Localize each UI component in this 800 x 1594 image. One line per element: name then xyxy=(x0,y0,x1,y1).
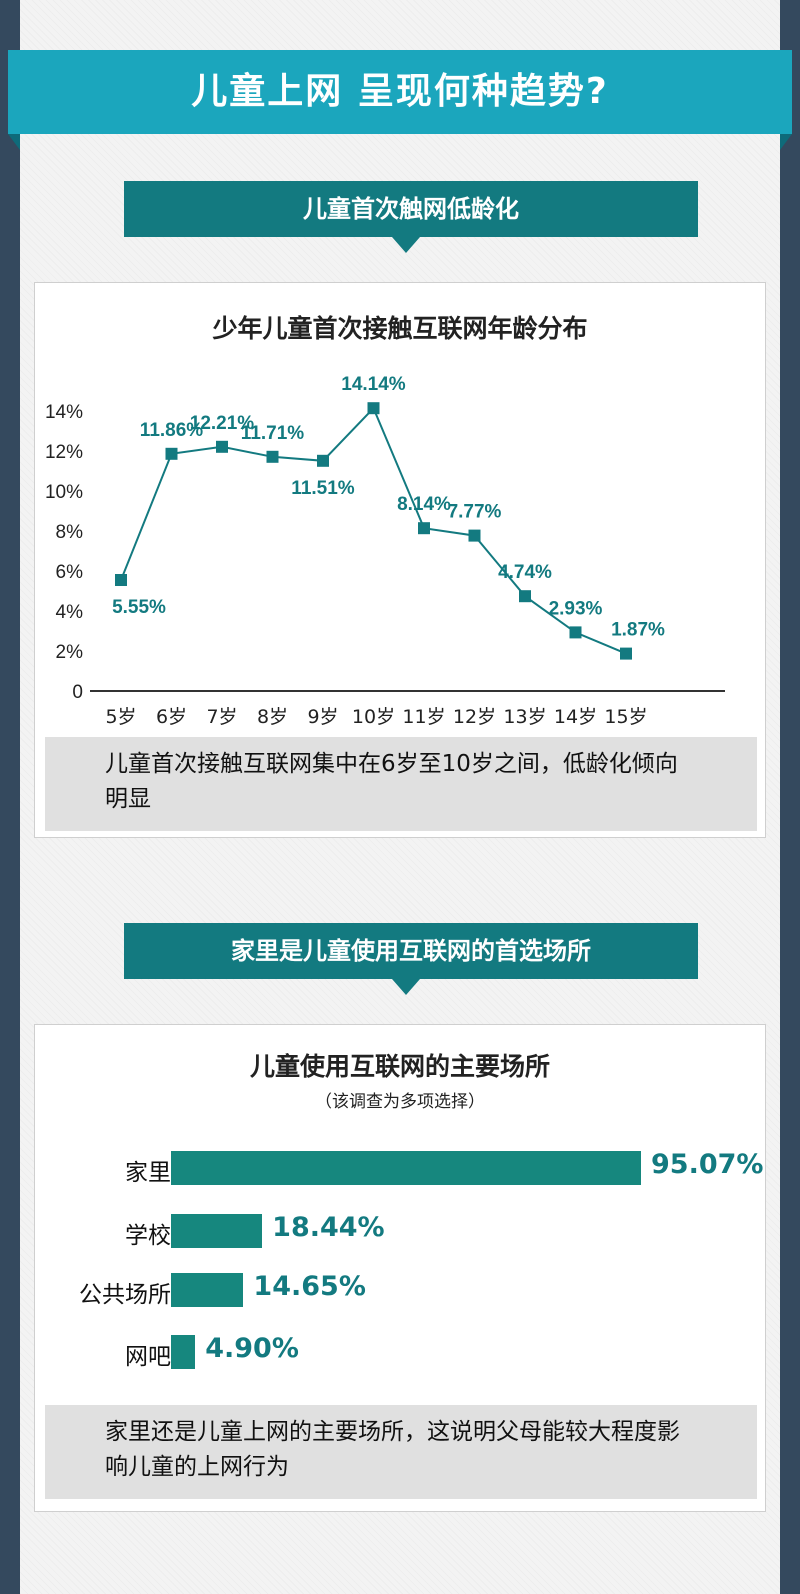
bar xyxy=(171,1214,263,1248)
bar-chart-title: 儿童使用互联网的主要场所 xyxy=(249,1052,550,1081)
y-tick-label: 6% xyxy=(56,562,84,583)
bar-value-label: 14.65% xyxy=(253,1271,366,1302)
bar-category-label: 网吧 xyxy=(125,1344,171,1370)
bar-category-label: 公共场所 xyxy=(79,1282,171,1308)
x-tick-label: 15岁 xyxy=(604,706,647,728)
banner-fold-right xyxy=(780,134,792,150)
data-label: 11.71% xyxy=(241,423,304,444)
data-label: 11.86% xyxy=(140,420,203,441)
data-label: 11.51% xyxy=(291,478,354,499)
bar-value-label: 4.90% xyxy=(205,1333,299,1364)
x-tick-label: 8岁 xyxy=(257,706,288,728)
data-point xyxy=(569,626,582,639)
x-tick-label: 9岁 xyxy=(307,706,338,728)
bar-value-label: 18.44% xyxy=(272,1212,385,1243)
data-label: 4.74% xyxy=(498,562,552,583)
x-tick-label: 10岁 xyxy=(352,706,395,728)
section1-heading: 儿童首次触网低龄化 xyxy=(124,181,698,253)
data-label: 7.77% xyxy=(448,502,502,523)
data-point xyxy=(620,647,632,660)
bar-chart-subtitle: （该调查为多项选择） xyxy=(315,1092,485,1112)
data-label: 1.87% xyxy=(611,620,665,641)
bar xyxy=(171,1151,641,1185)
section1-heading-text: 儿童首次触网低龄化 xyxy=(303,195,519,223)
y-tick-label: 0 xyxy=(72,682,83,703)
line-chart-title: 少年儿童首次接触互联网年龄分布 xyxy=(212,314,588,343)
x-tick-label: 11岁 xyxy=(402,706,445,728)
x-tick-label: 5岁 xyxy=(105,706,136,728)
page-title: 儿童上网 呈现何种趋势? xyxy=(191,71,609,112)
data-label: 14.14% xyxy=(341,374,406,395)
banner-bar xyxy=(8,50,792,134)
section1-heading-arrow xyxy=(392,237,420,253)
bar-value-label: 95.07% xyxy=(651,1149,764,1180)
main-title-banner: 儿童上网 呈现何种趋势? xyxy=(8,50,792,150)
data-label: 12.21% xyxy=(190,413,255,434)
y-tick-label: 10% xyxy=(45,482,83,503)
data-point xyxy=(266,450,279,463)
y-tick-label: 4% xyxy=(56,602,84,623)
line-chart-note: 儿童首次接触互联网集中在6岁至10岁之间，低龄化倾向明显 xyxy=(45,737,757,831)
line-chart: 0 2% 4% 6% 8% 10% 12% 14% 5.55% 11.86%12.21%11.71… xyxy=(45,374,725,728)
bar xyxy=(171,1335,196,1369)
data-label: 2.93% xyxy=(549,598,603,619)
data-point xyxy=(317,454,329,467)
x-tick-label: 12岁 xyxy=(453,706,496,728)
y-tick-label: 12% xyxy=(45,442,83,463)
data-point xyxy=(216,440,228,453)
y-tick-label: 14% xyxy=(45,402,83,423)
x-tick-label: 7岁 xyxy=(206,706,237,728)
x-tick-label: 13岁 xyxy=(503,706,546,728)
bar xyxy=(171,1273,244,1307)
section2-heading-text: 家里是儿童使用互联网的首选场所 xyxy=(231,937,591,965)
y-tick-label: 8% xyxy=(56,522,84,543)
data-label: 5.55% xyxy=(112,597,166,618)
data-point xyxy=(165,447,178,460)
x-tick-label: 6岁 xyxy=(156,706,187,728)
data-point xyxy=(519,590,531,603)
section2-heading: 家里是儿童使用互联网的首选场所 xyxy=(124,923,698,995)
bar-chart-card: 儿童使用互联网的主要场所 （该调查为多项选择） 家里 95.07% 学校 18.44%… xyxy=(34,1024,766,1512)
x-tick-label: 14岁 xyxy=(554,706,597,728)
bar-category-label: 学校 xyxy=(125,1223,171,1249)
data-point xyxy=(468,529,481,542)
bar-chart-note: 家里还是儿童上网的主要场所，这说明父母能较大程度影响儿童的上网行为 xyxy=(45,1405,757,1499)
data-point xyxy=(115,574,127,586)
y-tick-label: 2% xyxy=(56,642,84,663)
data-point xyxy=(418,522,430,535)
banner-fold-left xyxy=(8,134,20,150)
data-point xyxy=(367,402,380,415)
section2-heading-arrow xyxy=(392,979,420,995)
bar-category-label: 家里 xyxy=(125,1160,171,1186)
line-chart-card: 少年儿童首次接触互联网年龄分布 0 2% 4% 6% 8% 10% 12% 14% 5.55% 1… xyxy=(34,282,766,838)
data-label: 8.14% xyxy=(397,494,451,515)
